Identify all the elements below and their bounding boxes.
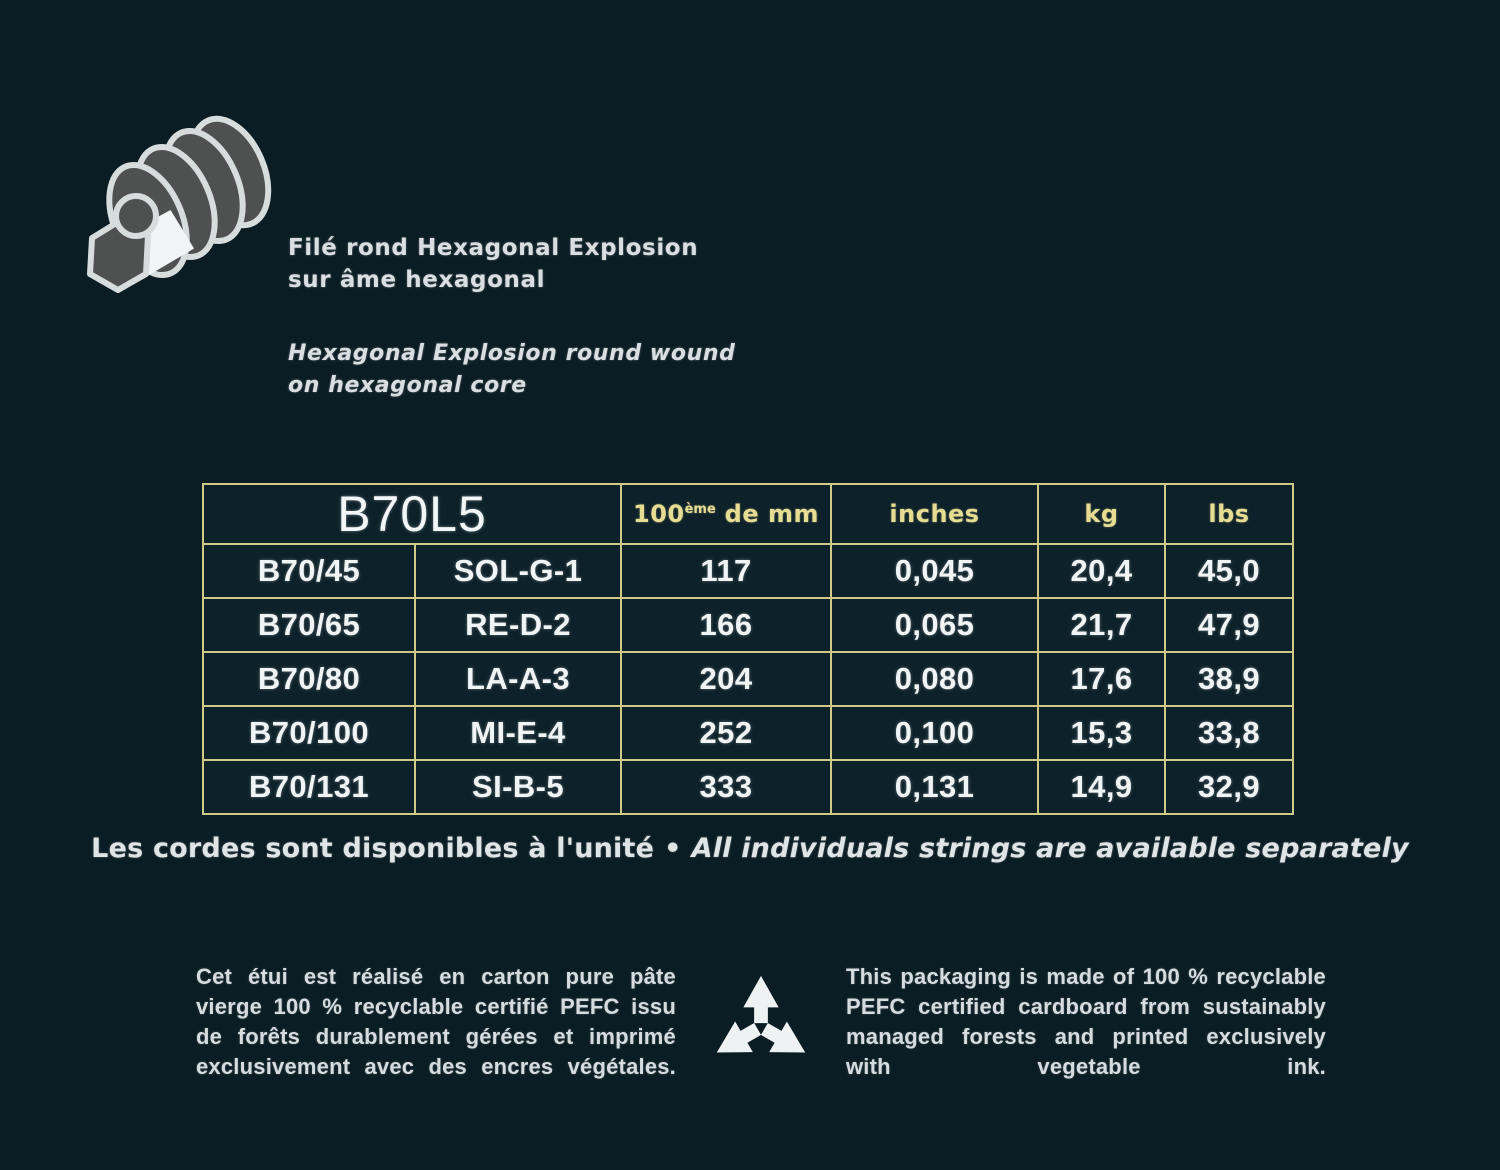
table-title: B70L5 [202, 483, 622, 545]
cell-mm-100: 204 [620, 651, 832, 707]
cell-kg: 17,6 [1037, 651, 1166, 707]
cell-reference: B70/45 [202, 543, 416, 599]
header-mm-prefix: 100 [633, 500, 685, 528]
description-fr-line-1: Filé rond Hexagonal Explosion [288, 235, 699, 261]
cell-lbs: 32,9 [1164, 759, 1294, 815]
cell-reference: B70/65 [202, 597, 416, 653]
cell-lbs: 33,8 [1164, 705, 1294, 761]
table-row: B70/45 SOL-G-1 117 0,045 20,4 45,0 [202, 543, 1294, 599]
cell-lbs: 45,0 [1164, 543, 1294, 599]
availability-note-english: All individuals strings are available se… [691, 833, 1409, 864]
cell-inches: 0,080 [830, 651, 1039, 707]
description-french: Filé rond Hexagonal Explosion sur âme he… [288, 232, 848, 296]
description-en-line-2: on hexagonal core [288, 373, 527, 398]
cell-lbs: 47,9 [1164, 597, 1294, 653]
cell-kg: 15,3 [1037, 705, 1166, 761]
table-row: B70/100 MI-E-4 252 0,100 15,3 33,8 [202, 705, 1294, 761]
cell-note: SOL-G-1 [414, 543, 622, 599]
string-gauge-table: B70L5 100ème de mm inches kg lbs B70/45 S… [202, 483, 1294, 815]
cell-inches: 0,100 [830, 705, 1039, 761]
cell-lbs: 38,9 [1164, 651, 1294, 707]
table-row: B70/80 LA-A-3 204 0,080 17,6 38,9 [202, 651, 1294, 707]
cell-kg: 21,7 [1037, 597, 1166, 653]
table-body: B70/45 SOL-G-1 117 0,045 20,4 45,0 B70/65 RE-D-… [202, 543, 1294, 815]
cell-note: SI-B-5 [414, 759, 622, 815]
eco-text-english: This packaging is made of 100 % recyclab… [846, 964, 1326, 1079]
cell-mm-100: 166 [620, 597, 832, 653]
cell-mm-100: 333 [620, 759, 832, 815]
availability-note: Les cordes sont disponibles à l'unité • Al… [0, 833, 1500, 864]
cell-mm-100: 117 [620, 543, 832, 599]
specification-table: B70L5 100ème de mm inches kg lbs B70/45 S… [202, 483, 1294, 815]
cell-inches: 0,131 [830, 759, 1039, 815]
cell-mm-100: 252 [620, 705, 832, 761]
cell-note: LA-A-3 [414, 651, 622, 707]
cell-kg: 20,4 [1037, 543, 1166, 599]
cell-inches: 0,065 [830, 597, 1039, 653]
table-row: B70/131 SI-B-5 333 0,131 14,9 32,9 [202, 759, 1294, 815]
cell-reference: B70/131 [202, 759, 416, 815]
cell-reference: B70/80 [202, 651, 416, 707]
cell-note: RE-D-2 [414, 597, 622, 653]
column-header-inches: inches [830, 483, 1039, 545]
table-header-row: B70L5 100ème de mm inches kg lbs [202, 483, 1294, 545]
availability-note-bullet: • [664, 833, 682, 864]
column-header-kg: kg [1037, 483, 1166, 545]
cell-note: MI-E-4 [414, 705, 622, 761]
eco-text-french: Cet étui est réalisé en carton pure pâte… [196, 964, 676, 1079]
cell-reference: B70/100 [202, 705, 416, 761]
column-header-hundredth-mm: 100ème de mm [620, 483, 832, 545]
description-fr-line-2: sur âme hexagonal [288, 267, 546, 293]
header-mm-superscript: ème [684, 502, 716, 517]
recycle-icon [702, 972, 820, 1082]
cell-kg: 14,9 [1037, 759, 1166, 815]
availability-note-french: Les cordes sont disponibles à l'unité [91, 833, 655, 864]
cell-inches: 0,045 [830, 543, 1039, 599]
header-mm-suffix: de mm [715, 500, 819, 528]
product-description: Filé rond Hexagonal Explosion sur âme he… [288, 232, 848, 402]
description-en-line-1: Hexagonal Explosion round wound [288, 341, 736, 366]
eco-footer: Cet étui est réalisé en carton pure pâte… [196, 962, 1326, 1082]
column-header-lbs: lbs [1164, 483, 1294, 545]
description-english: Hexagonal Explosion round wound on hexag… [288, 338, 848, 402]
product-illustration [52, 86, 292, 326]
table-row: B70/65 RE-D-2 166 0,065 21,7 47,9 [202, 597, 1294, 653]
